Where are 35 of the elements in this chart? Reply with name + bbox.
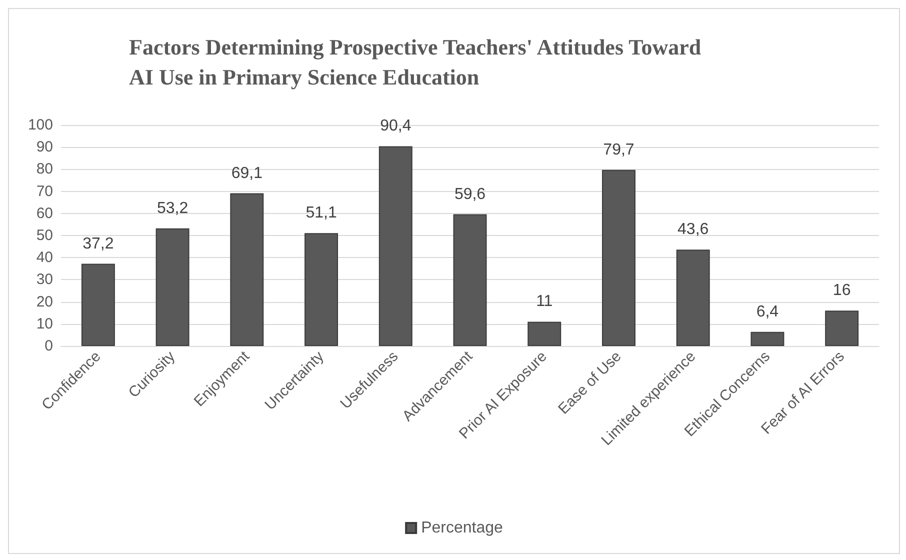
- bar: [81, 264, 115, 346]
- y-tick-label: 30: [36, 271, 53, 288]
- bar: [825, 310, 859, 346]
- bar: [528, 322, 562, 346]
- y-tick-label: 100: [28, 116, 53, 134]
- data-label: 90,4: [380, 118, 412, 135]
- bar: [750, 332, 784, 346]
- data-label: 59,6: [454, 186, 486, 203]
- data-label: 37,2: [82, 235, 114, 252]
- data-label: 51,1: [306, 204, 337, 222]
- bar: [602, 170, 636, 346]
- chart-title: Factors Determining Prospective Teachers' Attitudes Toward AI Use in Primary Science Education: [129, 34, 702, 90]
- y-tick-label: 0: [44, 338, 53, 354]
- data-label: 69,1: [231, 164, 263, 182]
- y-tick-label: 40: [36, 249, 53, 266]
- data-label: 53,2: [156, 200, 188, 217]
- y-tick-label: 90: [36, 138, 53, 156]
- bar: [230, 193, 264, 346]
- data-label: 16: [832, 282, 851, 300]
- data-label: 43,6: [678, 221, 709, 238]
- bar: [156, 228, 190, 346]
- y-tick-label: 70: [36, 182, 53, 200]
- y-tick-label: 20: [36, 293, 53, 310]
- data-label: 6,4: [756, 303, 779, 320]
- y-tick-label: 80: [36, 160, 53, 178]
- bar: [304, 233, 338, 346]
- bar: [378, 146, 412, 346]
- bar: [676, 250, 710, 346]
- y-tick-label: 10: [36, 315, 53, 332]
- bar: [453, 214, 487, 346]
- y-tick-label: 50: [36, 227, 53, 244]
- legend-label: Percentage: [421, 520, 504, 536]
- data-label: 11: [536, 293, 553, 310]
- data-label: 79,7: [603, 141, 634, 158]
- y-tick-label: 60: [36, 204, 53, 222]
